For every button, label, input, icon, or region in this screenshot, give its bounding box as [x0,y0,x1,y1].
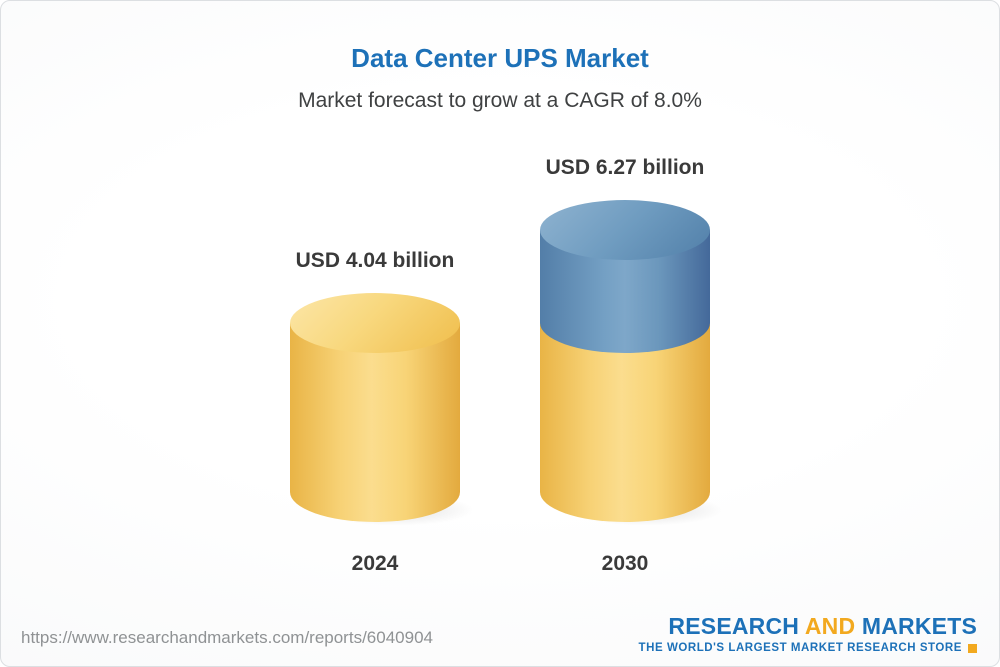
axis-label-2030: 2030 [601,552,649,575]
axis-label-2024: 2024 [351,552,399,575]
logo-word-research: RESEARCH [668,612,800,639]
logo-word-and: AND [804,612,856,639]
value-label-2024: USD 4.04 billion [295,249,455,272]
bar-2030-top-face [540,200,710,260]
bar-2024-segment [290,323,460,522]
bar-2024-top-face [290,293,460,353]
logo-wordmark: RESEARCH AND MARKETS [639,612,977,639]
bar-chart: USD 4.04 billion 2024 USD 6.27 billion 2… [1,156,999,576]
chart-subtitle: Market forecast to grow at a CAGR of 8.0… [298,89,702,112]
cylinder-2024 [290,293,503,532]
value-label-2030: USD 6.27 billion [545,156,705,179]
logo-tagline-text: THE WORLD'S LARGEST MARKET RESEARCH STOR… [638,642,962,654]
chart-title: Data Center UPS Market [351,43,649,73]
bar-group-2030: USD 6.27 billion 2030 [540,156,753,576]
bar-group-2024: USD 4.04 billion 2024 [290,249,503,576]
cylinder-2030 [540,200,753,532]
logo-word-markets: MARKETS [861,612,977,639]
report-url: https://www.researchandmarkets.com/repor… [21,628,433,647]
logo-accent-square-icon [968,643,977,653]
logo-tagline-row: THE WORLD'S LARGEST MARKET RESEARCH STOR… [639,642,977,654]
bar-2030-base-segment [540,323,710,522]
research-and-markets-logo: RESEARCH AND MARKETS THE WORLD'S LARGEST… [639,612,977,654]
